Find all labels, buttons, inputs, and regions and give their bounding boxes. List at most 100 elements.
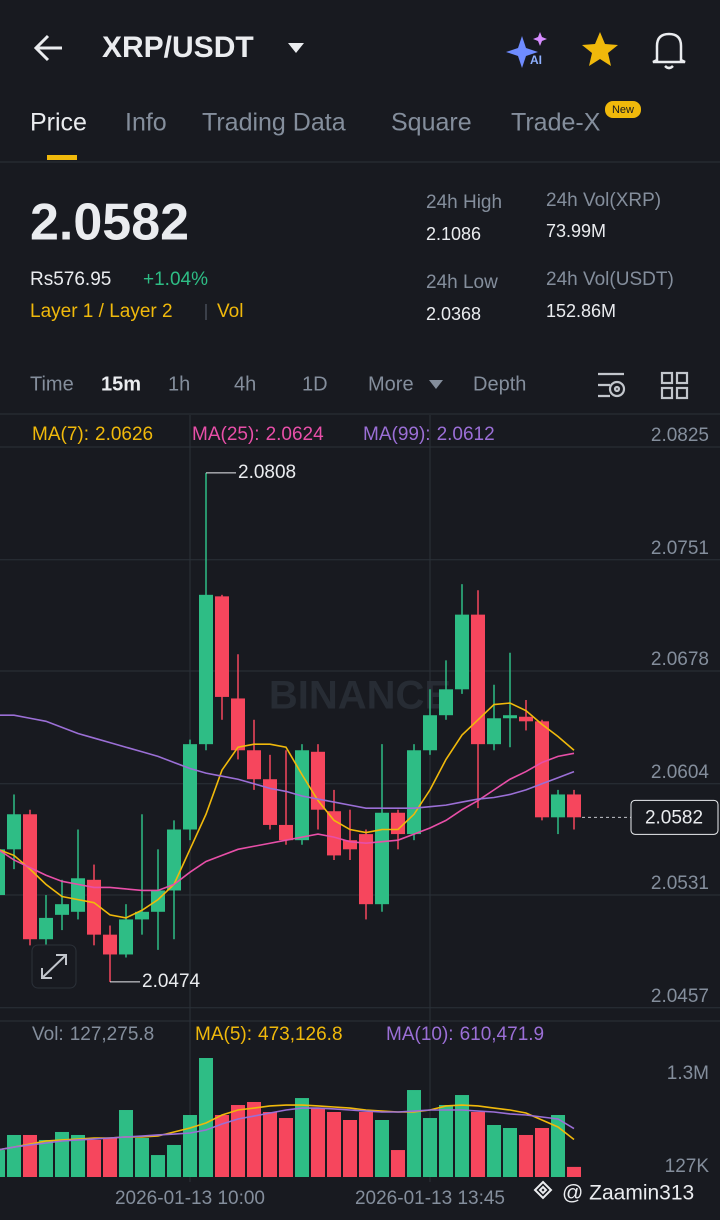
candle-body xyxy=(471,614,485,745)
candle-body xyxy=(567,794,581,818)
interval[interactable]: More xyxy=(368,373,414,395)
stat-label: 24h High xyxy=(426,192,502,213)
extreme-label: 2.0474 xyxy=(142,971,201,992)
tag[interactable]: Vol xyxy=(217,301,243,322)
candle-body xyxy=(55,904,69,915)
candle-body xyxy=(39,917,53,940)
ma-legend-value: 2.0624 xyxy=(266,424,325,445)
ma-legend-value: 473,126.8 xyxy=(258,1024,343,1045)
stat-value: 2.1086 xyxy=(426,224,481,244)
y-tick-label: 2.0457 xyxy=(651,986,709,1007)
tab[interactable]: Square xyxy=(391,109,472,137)
volume-bar xyxy=(23,1134,37,1177)
volume-bar xyxy=(119,1110,133,1177)
interval[interactable]: 15m xyxy=(101,373,141,395)
ma-legend: MA(5): 473,126.8 xyxy=(195,1024,343,1045)
candle-body xyxy=(359,834,373,905)
y-tick-label: 2.0678 xyxy=(651,649,709,670)
ma-legend: MA(10): 610,471.9 xyxy=(386,1024,544,1045)
tab[interactable]: Info xyxy=(125,109,167,137)
tab[interactable]: Trading Data xyxy=(202,109,346,137)
price-tag-text: 2.0582 xyxy=(645,807,703,828)
last-price: 2.0582 xyxy=(30,194,189,252)
ma-legend-name: MA(10): xyxy=(386,1024,454,1045)
tab[interactable]: Trade-X xyxy=(511,109,601,137)
candle-body xyxy=(231,698,245,751)
volume-bar xyxy=(151,1155,165,1177)
ai-button[interactable]: AI xyxy=(506,32,547,68)
stat-value: 73.99M xyxy=(546,221,606,241)
ma-legend-value: 2.0612 xyxy=(437,424,495,445)
new-badge xyxy=(605,101,641,118)
favorite-button[interactable] xyxy=(582,32,618,66)
ma-legend-name: MA(99): xyxy=(363,424,431,445)
watermark: BINANCE xyxy=(269,674,451,718)
candle-body xyxy=(327,811,341,856)
ma-legend-value: 2.0626 xyxy=(95,424,153,445)
candle-body xyxy=(503,715,517,719)
pair-dropdown[interactable] xyxy=(288,43,304,53)
candle-body xyxy=(487,718,501,745)
ma-line xyxy=(0,1104,575,1151)
volume-bar xyxy=(295,1098,309,1177)
tab[interactable]: Price xyxy=(30,109,87,137)
x-tick-label: 2026-01-13 13:45 xyxy=(355,1188,505,1209)
volume-bar xyxy=(519,1134,533,1177)
tag[interactable]: Layer 1 / Layer 2 xyxy=(30,301,173,322)
ma-legend-name: MA(5): xyxy=(195,1024,252,1045)
volume-bar xyxy=(471,1111,485,1177)
candle-body xyxy=(23,814,37,940)
y-tick-label: 2.0604 xyxy=(651,762,710,783)
candle-body xyxy=(247,750,261,780)
candle-body xyxy=(551,794,565,818)
candle-body xyxy=(263,779,277,825)
volume-bar xyxy=(439,1105,453,1177)
interval[interactable]: Time xyxy=(30,373,74,395)
stat-label: 24h Vol(USDT) xyxy=(546,269,674,290)
volume-legend-value: 127,275.8 xyxy=(70,1024,155,1045)
interval[interactable]: 4h xyxy=(234,373,256,395)
volume-bar xyxy=(7,1134,21,1177)
candle-body xyxy=(215,596,229,697)
ma-legend-name: MA(25): xyxy=(192,424,260,445)
stat-value: 2.0368 xyxy=(426,304,481,324)
volume-bar xyxy=(407,1090,421,1177)
candle-body xyxy=(343,840,357,850)
volume-bar xyxy=(455,1095,469,1177)
svg-text:AI: AI xyxy=(530,53,542,67)
ma-line xyxy=(0,1107,575,1151)
candle-body xyxy=(151,890,165,912)
interval[interactable]: 1D xyxy=(302,373,328,395)
interval[interactable]: 1h xyxy=(168,373,190,395)
candle-body xyxy=(391,812,405,835)
expand-button[interactable] xyxy=(31,944,77,989)
new-badge-text: New xyxy=(612,104,634,116)
pair-title[interactable]: XRP/USDT xyxy=(102,31,254,64)
chart-settings-button[interactable] xyxy=(598,372,626,398)
candle-body xyxy=(439,689,453,716)
back-button[interactable] xyxy=(33,34,62,62)
y-tick-label: 2.0825 xyxy=(651,425,709,446)
candle-body xyxy=(407,750,421,835)
ma-line xyxy=(0,702,575,919)
layout-button[interactable] xyxy=(660,371,689,400)
candle-body xyxy=(103,934,117,955)
volume-legend-name: Vol: xyxy=(32,1024,64,1045)
candle-body xyxy=(87,879,101,935)
more-dropdown[interactable] xyxy=(429,380,443,389)
price-tag xyxy=(630,799,719,835)
notification-button[interactable] xyxy=(652,32,686,70)
volume-bar xyxy=(247,1102,261,1177)
volume-bar xyxy=(71,1134,85,1177)
candle-body xyxy=(7,814,21,850)
interval[interactable]: Depth xyxy=(473,373,526,395)
volume-bar xyxy=(183,1115,197,1177)
volume-bar xyxy=(0,1150,5,1177)
volume-bar xyxy=(263,1111,277,1177)
candle-body xyxy=(375,812,389,905)
candle-body xyxy=(423,715,437,751)
volume-bar xyxy=(55,1131,69,1177)
